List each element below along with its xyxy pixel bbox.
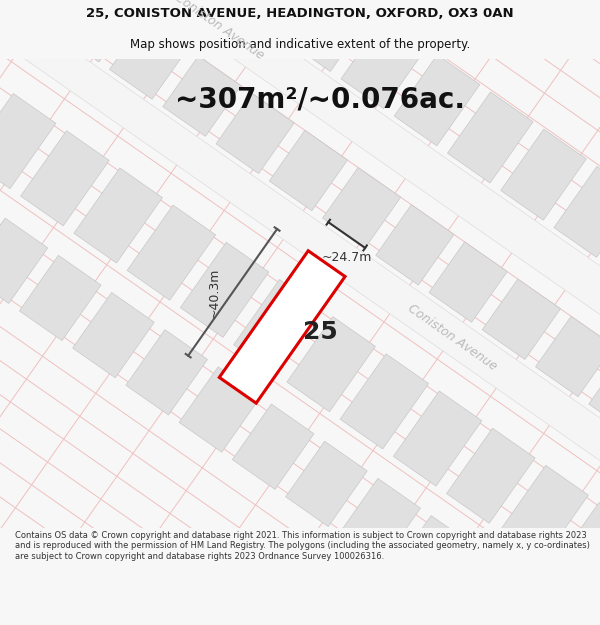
Text: Map shows position and indicative extent of the property.: Map shows position and indicative extent…	[130, 38, 470, 51]
Polygon shape	[126, 329, 208, 415]
Polygon shape	[554, 166, 600, 258]
Polygon shape	[589, 354, 600, 434]
Polygon shape	[376, 205, 454, 285]
Polygon shape	[340, 354, 428, 449]
Polygon shape	[179, 367, 261, 452]
Polygon shape	[448, 92, 533, 183]
Polygon shape	[19, 256, 101, 341]
Polygon shape	[536, 316, 600, 397]
Polygon shape	[127, 205, 215, 300]
Text: Coniston Avenue: Coniston Avenue	[172, 0, 266, 62]
Polygon shape	[446, 428, 535, 523]
Text: 25, CONISTON AVENUE, HEADINGTON, OXFORD, OX3 0AN: 25, CONISTON AVENUE, HEADINGTON, OXFORD,…	[86, 6, 514, 19]
Polygon shape	[429, 242, 507, 322]
Polygon shape	[0, 94, 56, 189]
Polygon shape	[445, 552, 527, 625]
Polygon shape	[0, 0, 600, 511]
Polygon shape	[163, 56, 241, 136]
Polygon shape	[501, 129, 586, 220]
Polygon shape	[269, 131, 347, 211]
Polygon shape	[0, 218, 48, 303]
Text: Contains OS data © Crown copyright and database right 2021. This information is : Contains OS data © Crown copyright and d…	[15, 531, 590, 561]
Polygon shape	[0, 0, 600, 608]
Polygon shape	[339, 478, 421, 564]
Polygon shape	[219, 251, 345, 403]
Polygon shape	[73, 292, 154, 378]
Polygon shape	[56, 0, 134, 62]
Polygon shape	[499, 590, 580, 625]
Polygon shape	[235, 0, 320, 34]
Polygon shape	[341, 18, 427, 109]
Polygon shape	[392, 516, 474, 601]
Polygon shape	[216, 93, 294, 174]
Polygon shape	[233, 279, 322, 374]
Polygon shape	[232, 404, 314, 489]
Polygon shape	[286, 441, 367, 526]
Text: ~40.3m: ~40.3m	[208, 267, 221, 318]
Polygon shape	[394, 391, 482, 486]
Polygon shape	[288, 0, 373, 71]
Polygon shape	[74, 168, 163, 263]
Text: Coniston Avenue: Coniston Avenue	[406, 301, 500, 372]
Polygon shape	[482, 279, 560, 359]
Text: ~24.7m: ~24.7m	[322, 251, 372, 264]
Polygon shape	[181, 242, 269, 338]
Polygon shape	[553, 503, 600, 598]
Polygon shape	[110, 19, 188, 99]
Polygon shape	[394, 55, 480, 146]
Polygon shape	[323, 168, 401, 248]
Text: 25: 25	[303, 320, 338, 344]
Text: ~307m²/~0.076ac.: ~307m²/~0.076ac.	[175, 85, 465, 113]
Polygon shape	[500, 466, 589, 561]
Polygon shape	[287, 317, 376, 412]
Polygon shape	[20, 131, 109, 226]
